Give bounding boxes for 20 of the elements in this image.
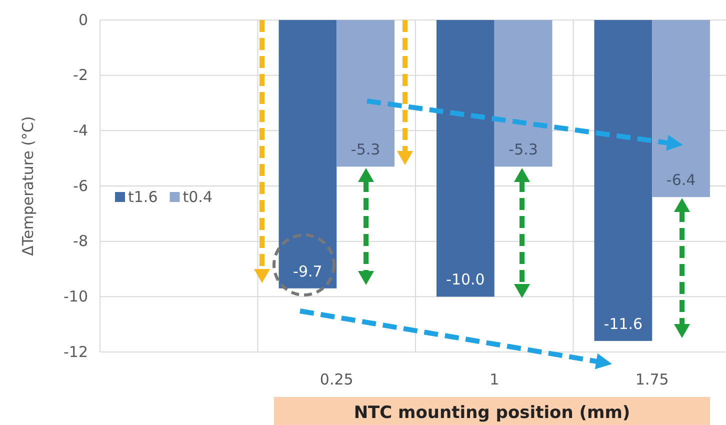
data-label: -9.7 <box>293 262 322 280</box>
x-tick-label: 1.75 <box>635 370 669 389</box>
y-tick-label: -2 <box>73 66 88 84</box>
y-tick-label: -4 <box>73 121 88 140</box>
data-label: -5.3 <box>350 140 380 159</box>
legend-label: t0.4 <box>182 188 212 206</box>
data-label: -11.6 <box>604 314 643 333</box>
x-tick-label: 1 <box>490 370 500 389</box>
y-tick-label: -10 <box>64 287 88 306</box>
x-axis-title: NTC mounting position (mm) <box>354 403 630 423</box>
y-tick-label: -12 <box>64 342 88 361</box>
data-label: -5.3 <box>508 140 538 159</box>
y-tick-label: -6 <box>73 176 88 195</box>
x-tick-label: 0.25 <box>320 370 354 389</box>
y-axis-title: ΔTemperature (°C) <box>19 116 37 256</box>
y-tick-label: 0 <box>78 10 88 29</box>
data-label: -10.0 <box>446 270 485 289</box>
legend-label: t1.6 <box>128 188 158 206</box>
y-tick-label: -8 <box>73 232 88 250</box>
data-label: -6.4 <box>666 171 696 190</box>
